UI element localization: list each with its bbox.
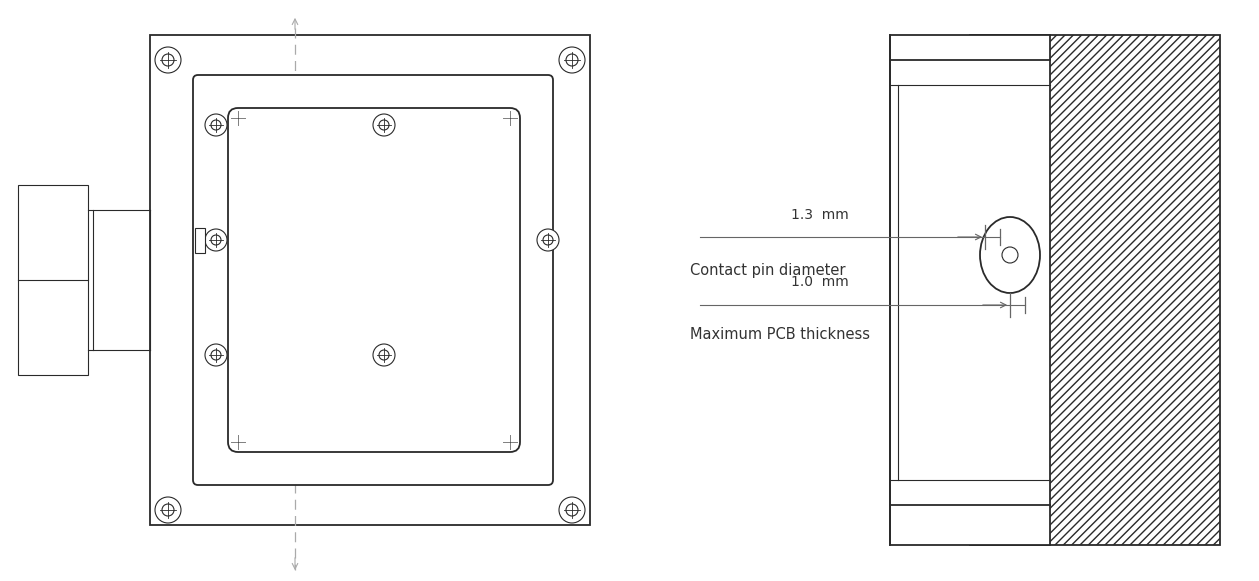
Circle shape bbox=[212, 120, 222, 130]
Circle shape bbox=[567, 504, 578, 516]
Circle shape bbox=[538, 229, 559, 251]
Circle shape bbox=[373, 114, 395, 136]
Circle shape bbox=[373, 344, 395, 366]
Bar bbox=[195, 228, 205, 253]
Circle shape bbox=[212, 235, 222, 245]
Ellipse shape bbox=[980, 217, 1040, 293]
Text: Maximum PCB thickness: Maximum PCB thickness bbox=[690, 327, 870, 342]
Circle shape bbox=[559, 47, 585, 73]
Text: 1.0  mm: 1.0 mm bbox=[791, 275, 849, 289]
Circle shape bbox=[559, 497, 585, 523]
Text: Contact pin diameter: Contact pin diameter bbox=[690, 263, 846, 278]
Circle shape bbox=[162, 504, 174, 516]
Bar bbox=[890, 35, 1050, 545]
Circle shape bbox=[205, 114, 227, 136]
Circle shape bbox=[205, 344, 227, 366]
Circle shape bbox=[379, 350, 389, 360]
Circle shape bbox=[155, 47, 181, 73]
Circle shape bbox=[543, 235, 553, 245]
Bar bbox=[150, 35, 590, 525]
Circle shape bbox=[155, 497, 181, 523]
FancyBboxPatch shape bbox=[193, 75, 553, 485]
Circle shape bbox=[205, 229, 227, 251]
Circle shape bbox=[379, 120, 389, 130]
FancyBboxPatch shape bbox=[228, 108, 520, 452]
Circle shape bbox=[212, 350, 222, 360]
Circle shape bbox=[567, 54, 578, 66]
Bar bbox=[969, 35, 1220, 545]
Text: 1.3  mm: 1.3 mm bbox=[791, 208, 849, 222]
Circle shape bbox=[162, 54, 174, 66]
Bar bbox=[18, 185, 88, 375]
Circle shape bbox=[1002, 247, 1019, 263]
